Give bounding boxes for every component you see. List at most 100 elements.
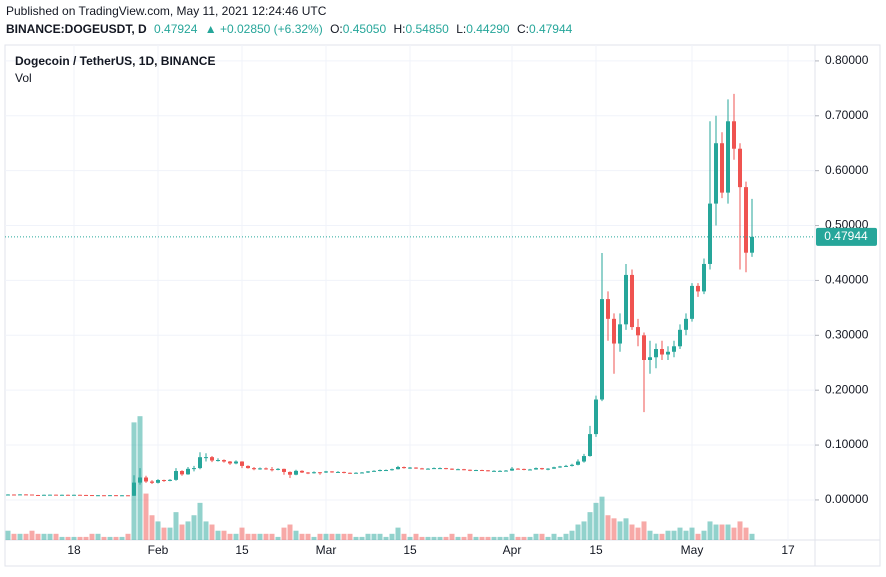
symbol: BINANCE:DOGEUSDT, D: [6, 22, 147, 36]
candle-body: [594, 399, 598, 435]
volume-bar: [707, 521, 713, 540]
y-tick-label: 0.60000: [825, 163, 869, 177]
volume-bar: [431, 536, 437, 540]
volume-bar: [449, 533, 455, 540]
x-tick-label: 17: [781, 543, 795, 557]
volume-bar: [71, 536, 77, 540]
candle-body: [180, 471, 184, 475]
volume-bar: [539, 533, 545, 540]
volume-bar: [221, 530, 227, 540]
x-tick-label: 15: [235, 543, 249, 557]
volume-bar: [89, 533, 95, 540]
candle-body: [192, 468, 196, 470]
axes: 0.000000.100000.200000.300000.400000.500…: [5, 53, 877, 557]
candle-body: [468, 469, 472, 471]
candle-body: [222, 460, 226, 462]
volume-bar: [317, 533, 323, 540]
last-price-label: 0.47944: [824, 229, 868, 243]
candle-body: [318, 472, 322, 474]
candle-body: [648, 357, 652, 360]
volume-bar: [377, 533, 383, 540]
candle-body: [474, 470, 478, 472]
volume-bar: [371, 533, 377, 540]
high-key: H:: [393, 22, 405, 36]
candle-body: [366, 471, 370, 473]
candle-body: [582, 456, 586, 462]
candle-body: [306, 472, 310, 474]
candle-body: [546, 468, 550, 470]
candle-body: [348, 472, 352, 474]
y-tick-label: 0.70000: [825, 108, 869, 122]
volume-bar: [167, 527, 173, 540]
candle-body: [360, 472, 364, 474]
candle-body: [252, 468, 256, 470]
candle-body: [300, 470, 304, 473]
price: 0.47924: [154, 22, 198, 36]
high: 0.54850: [405, 22, 449, 36]
candle-body: [480, 470, 484, 472]
volume-bar: [83, 536, 89, 540]
candle-body: [666, 351, 670, 355]
candle-body: [48, 494, 52, 496]
volume-bar: [629, 524, 635, 540]
candle-body: [678, 329, 682, 347]
candle-body: [150, 481, 154, 483]
volume-bar: [575, 524, 581, 540]
candles: [6, 93, 754, 497]
candle-body: [534, 468, 538, 470]
volume-bar: [533, 533, 539, 540]
volume-bar: [443, 536, 449, 540]
candle-body: [6, 494, 10, 496]
volume-bar: [743, 527, 749, 540]
volume-bar: [677, 527, 683, 540]
candle-body: [624, 274, 628, 325]
candle-body: [438, 468, 442, 470]
volume-bar: [215, 530, 221, 540]
volume-bar: [59, 536, 65, 540]
volume-bar: [569, 530, 575, 540]
volume-bar: [143, 493, 149, 540]
candle-body: [636, 327, 640, 336]
candle-body: [228, 461, 232, 464]
candle-body: [714, 143, 718, 204]
candle-body: [234, 461, 238, 464]
volume-bar: [407, 536, 413, 540]
candle-body: [270, 469, 274, 471]
volume-bar: [239, 527, 245, 540]
volume-bar: [473, 536, 479, 540]
candle-body: [354, 472, 358, 474]
y-tick-label: 0.30000: [825, 327, 869, 341]
volume-bar: [77, 536, 83, 540]
volume-bar: [695, 533, 701, 540]
volume-bar: [299, 533, 305, 540]
candle-body: [444, 468, 448, 470]
candle-body: [606, 299, 610, 319]
candle-body: [108, 495, 112, 497]
volume-bar: [101, 536, 107, 540]
candle-body: [570, 464, 574, 466]
volume-bar: [353, 536, 359, 540]
candle-body: [630, 274, 634, 328]
volume-bar: [599, 496, 605, 540]
volume-bar: [47, 533, 53, 540]
volume-bar: [671, 530, 677, 540]
volume-bar: [197, 502, 203, 540]
y-tick-label: 0.40000: [825, 273, 869, 287]
candle-body: [144, 477, 148, 482]
volume-bar: [245, 533, 251, 540]
x-tick-label: Apr: [503, 543, 522, 557]
candle-body: [522, 468, 526, 470]
volume-bar: [437, 536, 443, 540]
volume-bar: [425, 536, 431, 540]
volume-bar: [563, 533, 569, 540]
volume-bar: [113, 536, 119, 540]
candle-body: [696, 285, 700, 292]
volume-bar: [551, 533, 557, 540]
volume-bar: [611, 518, 617, 540]
candle-body: [18, 494, 22, 496]
candle-body: [372, 470, 376, 472]
volume-bar: [53, 533, 59, 540]
change: ▲ +0.02850 (+6.32%): [205, 22, 323, 36]
chart-title: Dogecoin / TetherUS, 1D, BINANCE: [15, 54, 215, 68]
volume-bar: [617, 521, 623, 540]
